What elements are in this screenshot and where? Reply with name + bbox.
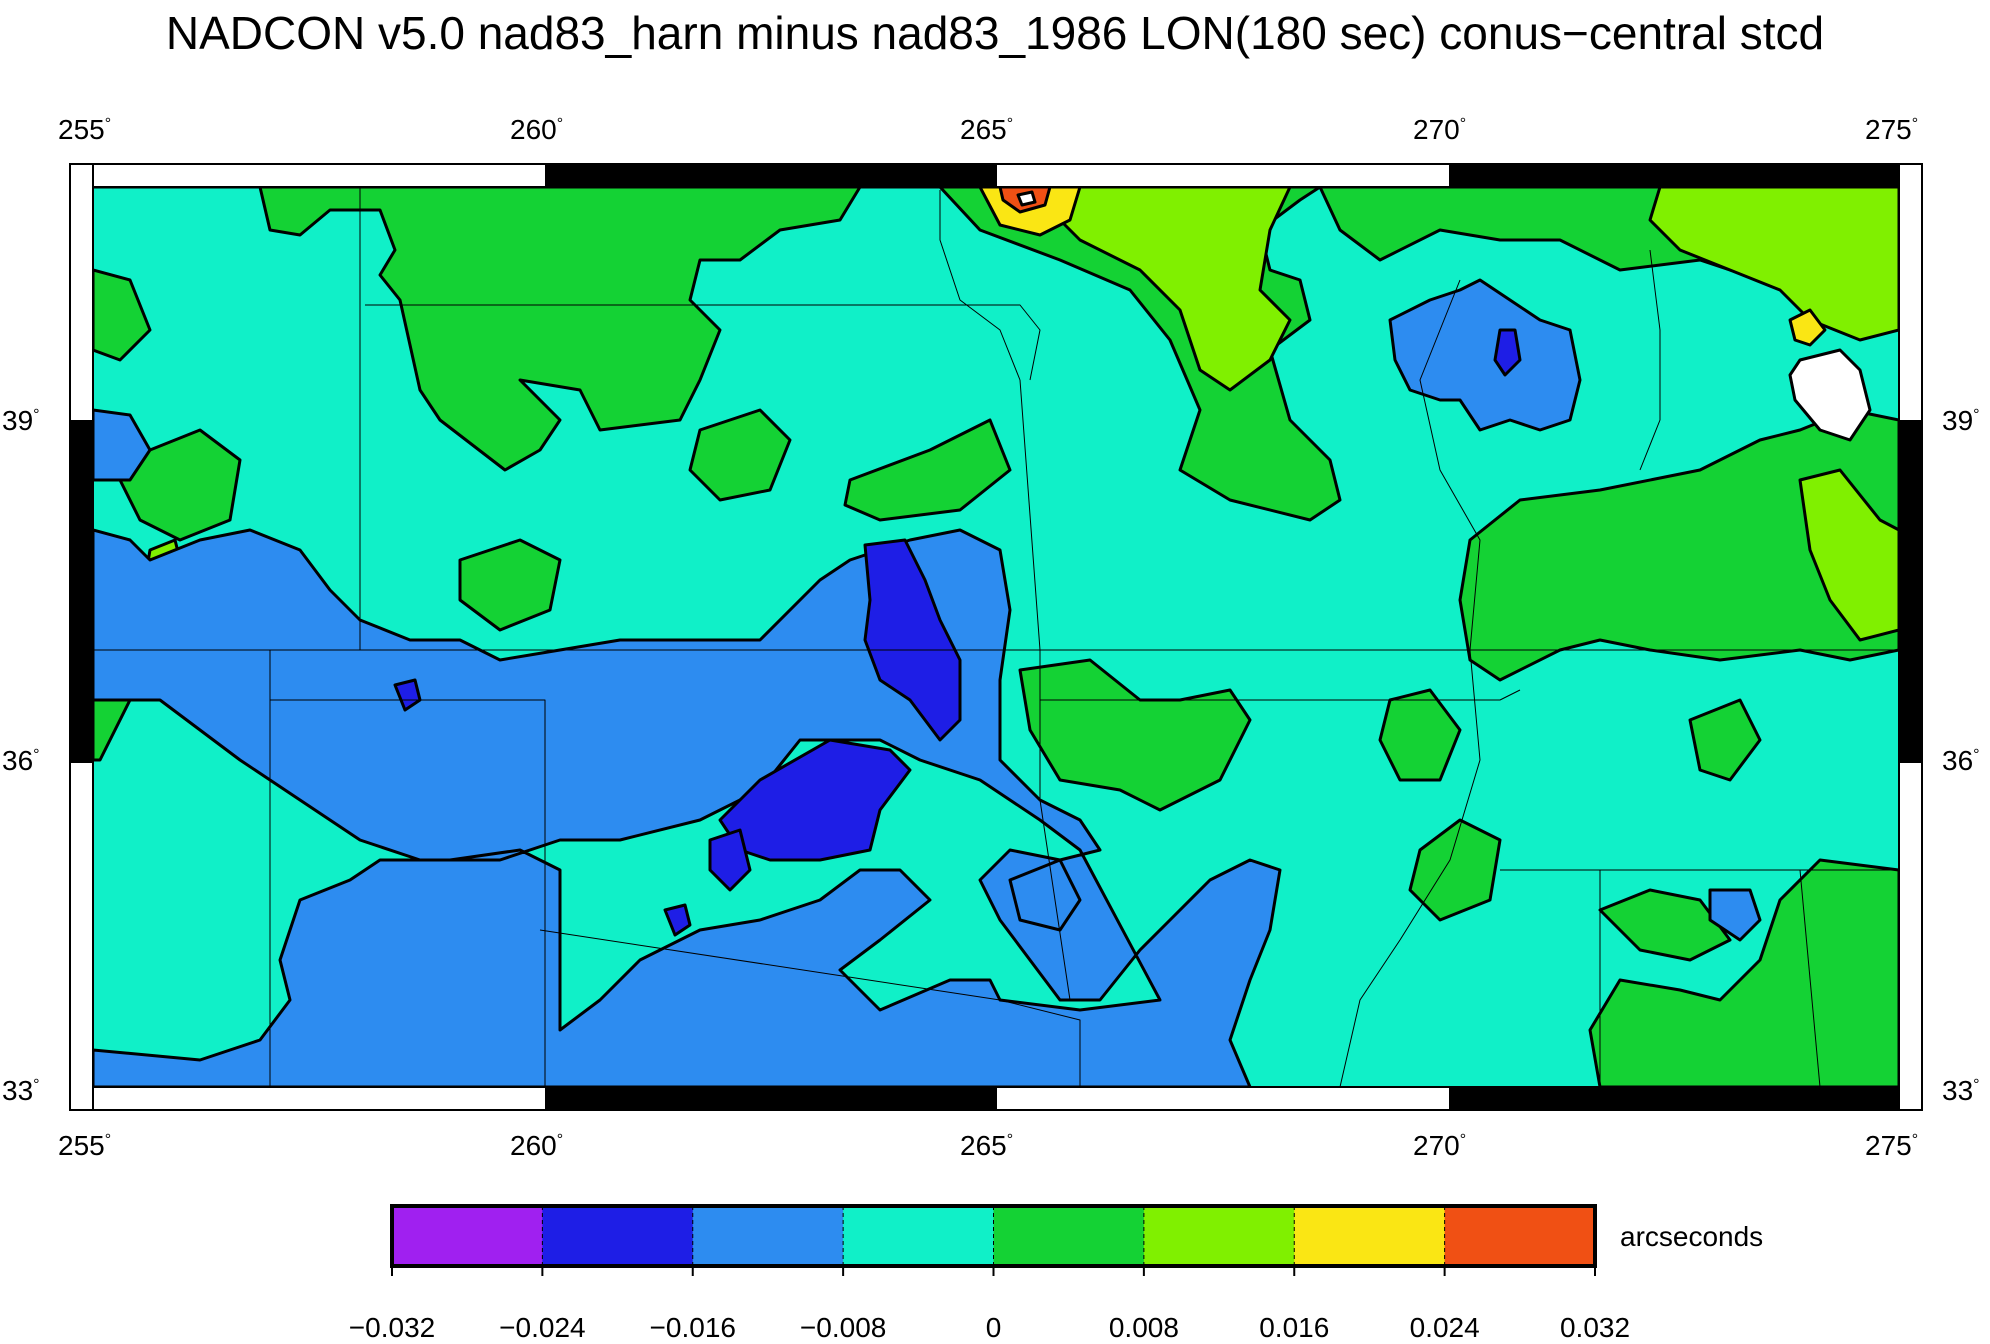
darkblue-region-south	[663, 903, 692, 937]
colorbar-unit-label: arcseconds	[1620, 1221, 1764, 1252]
colorbar-swatch-5	[1143, 1206, 1295, 1266]
green-region-east-mid	[1408, 818, 1502, 922]
y-tick-right-36: 36°	[1942, 745, 1980, 776]
y-tick-right-39: 39°	[1942, 405, 1980, 436]
darkblue-region-north-east-core	[1493, 328, 1522, 377]
contour-field	[93, 187, 1899, 1087]
colorbar-swatch-3	[843, 1206, 994, 1266]
x-tick-top-260: 260°	[510, 114, 564, 145]
blue-region-south-east-small	[1708, 888, 1762, 942]
frame-bottom	[69, 1086, 1923, 1111]
green-region-north-west	[93, 187, 862, 472]
blue-region-mid	[1008, 858, 1082, 932]
colorbar-swatch-1	[542, 1206, 694, 1266]
green-region-west-edge	[93, 268, 152, 362]
colorbar-swatch-0	[392, 1206, 543, 1266]
colorbar-tick-label-8: 0.032	[1559, 1312, 1631, 1343]
frame-top	[69, 163, 1923, 188]
darkblue-region-north-center	[863, 538, 962, 742]
green-region-center-east	[1018, 658, 1252, 812]
x-tick-bottom-260: 260°	[510, 1130, 564, 1161]
colorbar-tick-label-2: −0.016	[649, 1312, 736, 1343]
colorbar-tick-label-1: −0.024	[499, 1312, 586, 1343]
lightgreen-region-east	[1798, 468, 1899, 642]
white-region-north	[1016, 190, 1037, 207]
blue-region-north-east	[1388, 278, 1582, 432]
x-tick-top-255: 255°	[58, 114, 112, 145]
x-tick-bottom-275: 275°	[1865, 1130, 1919, 1161]
x-tick-top-270: 270°	[1413, 114, 1467, 145]
map-title: NADCON v5.0 nad83_harn minus nad83_1986 …	[165, 7, 1825, 59]
blue-region-west-edge	[93, 408, 152, 482]
frame-right	[1898, 163, 1923, 1111]
green-region-east-large	[1458, 408, 1899, 682]
colorbar-tick-label-5: 0.008	[1108, 1312, 1179, 1343]
green-region-patch-890	[843, 418, 1012, 522]
green-region-south-east-edge	[1588, 858, 1899, 1087]
colorbar-swatch-7	[1444, 1206, 1596, 1266]
colorbar-tick-label-6: 0.016	[1259, 1312, 1330, 1343]
darkblue-region-center-small	[708, 828, 752, 892]
darkblue-region-center	[718, 738, 912, 862]
colorbar-tick-label-0: −0.032	[348, 1312, 436, 1343]
state-boundaries	[93, 187, 1899, 1087]
green-region-central-patch	[458, 538, 562, 632]
green-region-patch-1700	[1688, 698, 1762, 782]
colorbar-tick-label-4: 0	[985, 1312, 1002, 1343]
x-tick-bottom-270: 270°	[1413, 1130, 1467, 1161]
colorbar-tick-label-3: −0.008	[799, 1312, 887, 1343]
blue-region-central-west	[93, 528, 1282, 1087]
white-region-east	[1788, 348, 1872, 442]
x-tick-bottom-255: 255°	[58, 1130, 112, 1161]
lightgreen-region-north-center	[1048, 187, 1292, 392]
y-tick-left-33: 33°	[2, 1075, 40, 1106]
y-tick-right-33: 33°	[1942, 1075, 1980, 1106]
green-region-south-east	[1598, 888, 1732, 962]
x-tick-top-265: 265°	[960, 114, 1014, 145]
green-region-patch-1400	[1378, 688, 1462, 782]
colorbar	[390, 1204, 1597, 1276]
colorbar-swatch-4	[993, 1206, 1145, 1266]
x-tick-bottom-265: 265°	[960, 1130, 1014, 1161]
y-tick-left-39: 39°	[2, 405, 40, 436]
yellow-region-east	[1788, 308, 1827, 347]
colorbar-tick-label-7: 0.024	[1409, 1312, 1480, 1343]
frame-left	[69, 163, 94, 1111]
colorbar-swatch-6	[1294, 1206, 1446, 1266]
colorbar-border	[390, 1204, 1597, 1268]
lightgreen-region-north-east	[1648, 187, 1899, 342]
green-region-patch-740	[688, 408, 792, 502]
colorbar-swatch-2	[692, 1206, 844, 1266]
y-tick-left-36: 36°	[2, 745, 40, 776]
green-region-west-lobe	[118, 428, 242, 542]
x-tick-top-275: 275°	[1865, 114, 1919, 145]
